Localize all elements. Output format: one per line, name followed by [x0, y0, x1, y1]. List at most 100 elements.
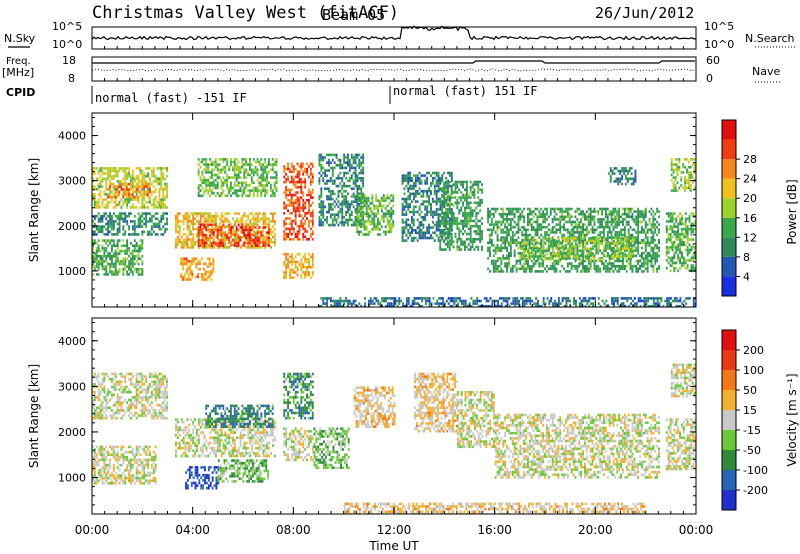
heatmap-cell	[118, 200, 121, 204]
heatmap-cell	[412, 182, 415, 185]
heatmap-cell	[559, 218, 562, 221]
heatmap-cell	[147, 212, 149, 215]
heatmap-cell	[234, 230, 236, 234]
heatmap-cell	[411, 236, 413, 240]
heatmap-cell	[272, 220, 274, 223]
heatmap-cell	[328, 223, 330, 227]
heatmap-cell	[294, 193, 297, 197]
heatmap-cell	[490, 223, 493, 226]
heatmap-cell	[578, 207, 581, 211]
heatmap-cell	[437, 221, 440, 224]
heatmap-cell	[189, 278, 192, 281]
heatmap-cell	[133, 267, 136, 271]
heatmap-cell	[335, 197, 338, 201]
heatmap-cell	[405, 200, 408, 203]
heatmap-cell	[379, 204, 381, 208]
heatmap-cell	[269, 189, 272, 192]
heatmap-cell	[637, 238, 640, 242]
heatmap-cell	[494, 210, 497, 213]
heatmap-cell	[105, 241, 108, 245]
heatmap-cell	[492, 212, 495, 216]
heatmap-cell	[245, 163, 248, 166]
heatmap-cell	[302, 173, 305, 176]
heatmap-cell	[99, 225, 102, 228]
heatmap-cell	[458, 201, 461, 205]
heatmap-cell	[105, 227, 108, 231]
heatmap-cell	[186, 246, 189, 249]
heatmap-cell	[318, 197, 321, 201]
heatmap-cell	[329, 205, 332, 209]
heatmap-cell	[302, 238, 305, 241]
heatmap-cell	[258, 239, 261, 242]
heatmap-cell	[356, 184, 359, 188]
heatmap-cell	[544, 267, 546, 271]
heatmap-cell	[333, 166, 336, 170]
heatmap-cell	[287, 167, 289, 171]
heatmap-cell	[283, 219, 286, 223]
heatmap-cell	[199, 228, 202, 232]
heatmap-cell	[252, 168, 255, 172]
heatmap-cell	[268, 181, 270, 185]
heatmap-cell	[416, 192, 419, 196]
heatmap-cell	[160, 214, 163, 218]
heatmap-cell	[133, 220, 136, 223]
heatmap-cell	[322, 221, 325, 224]
heatmap-cell	[641, 220, 643, 224]
heatmap-cell	[576, 223, 579, 226]
heatmap-cell	[235, 235, 238, 239]
heatmap-cell	[401, 221, 404, 224]
heatmap-cell	[298, 252, 301, 256]
heatmap-cell	[641, 254, 643, 258]
heatmap-cell	[254, 226, 257, 229]
heatmap-cell	[93, 185, 96, 188]
heatmap-cell	[275, 158, 278, 161]
heatmap-cell	[500, 215, 503, 219]
heatmap-cell	[593, 228, 596, 232]
heatmap-cell	[348, 208, 351, 211]
heatmap-cell	[298, 232, 301, 236]
heatmap-cell	[462, 196, 464, 199]
heatmap-cell	[222, 191, 225, 195]
heatmap-cell	[203, 239, 206, 242]
power-region	[107, 182, 153, 199]
heatmap-cell	[264, 189, 267, 192]
heatmap-cell	[235, 231, 238, 234]
heatmap-cell	[456, 219, 459, 223]
heatmap-cell	[650, 228, 653, 232]
heatmap-cell	[428, 223, 430, 227]
heatmap-cell	[563, 233, 565, 237]
heatmap-cell	[604, 225, 607, 229]
heatmap-cell	[139, 225, 142, 228]
heatmap-cell	[369, 220, 372, 223]
heatmap-cell	[214, 184, 217, 187]
heatmap-cell	[620, 267, 622, 271]
heatmap-cell	[582, 241, 584, 245]
heatmap-cell	[256, 220, 259, 223]
heatmap-cell	[124, 169, 127, 173]
heatmap-cell	[589, 264, 592, 268]
heatmap-cell	[527, 267, 529, 271]
heatmap-cell	[176, 225, 179, 228]
heatmap-cell	[152, 172, 155, 175]
heatmap-cell	[268, 171, 270, 174]
heatmap-cell	[120, 212, 123, 215]
heatmap-cell	[337, 190, 340, 193]
heatmap-cell	[601, 223, 603, 226]
nsky-tick-bottom: 10^0	[52, 38, 82, 51]
heatmap-cell	[644, 231, 647, 234]
heatmap-cell	[437, 218, 440, 222]
heatmap-cell	[243, 163, 246, 166]
heatmap-cell	[521, 231, 524, 234]
heatmap-cell	[546, 218, 548, 221]
heatmap-cell	[441, 248, 444, 251]
heatmap-cell	[458, 180, 461, 184]
heatmap-cell	[348, 216, 351, 219]
heatmap-cell	[494, 249, 497, 252]
heatmap-cell	[103, 247, 106, 250]
heatmap-cell	[328, 158, 330, 162]
heatmap-cell	[420, 195, 423, 198]
heatmap-cell	[367, 196, 370, 200]
heatmap-cell	[566, 231, 569, 234]
heatmap-cell	[190, 220, 193, 223]
heatmap-cell	[237, 228, 240, 232]
